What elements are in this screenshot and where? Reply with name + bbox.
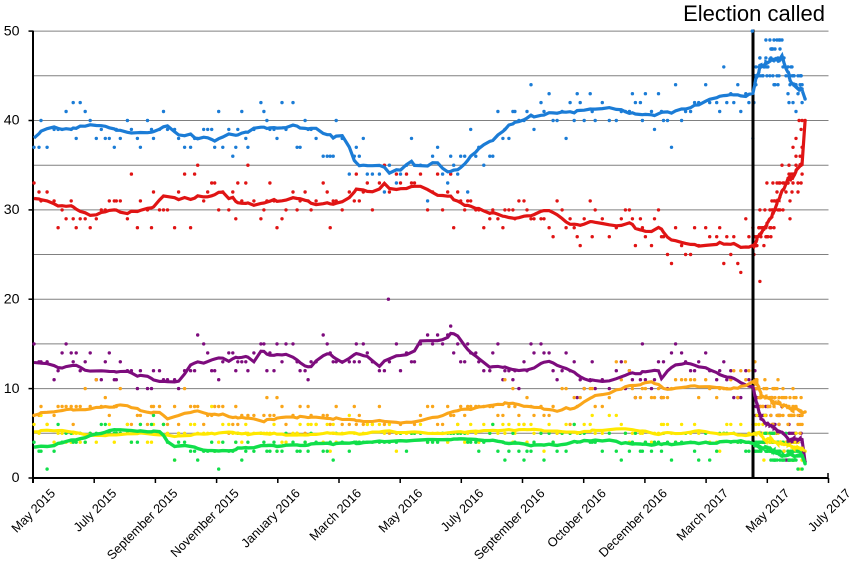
svg-text:0: 0: [12, 470, 20, 486]
svg-text:40: 40: [4, 113, 20, 129]
svg-text:Election called: Election called: [683, 1, 825, 26]
svg-text:30: 30: [4, 202, 20, 218]
svg-text:10: 10: [4, 381, 20, 397]
svg-text:50: 50: [4, 23, 20, 39]
svg-text:20: 20: [4, 291, 20, 307]
